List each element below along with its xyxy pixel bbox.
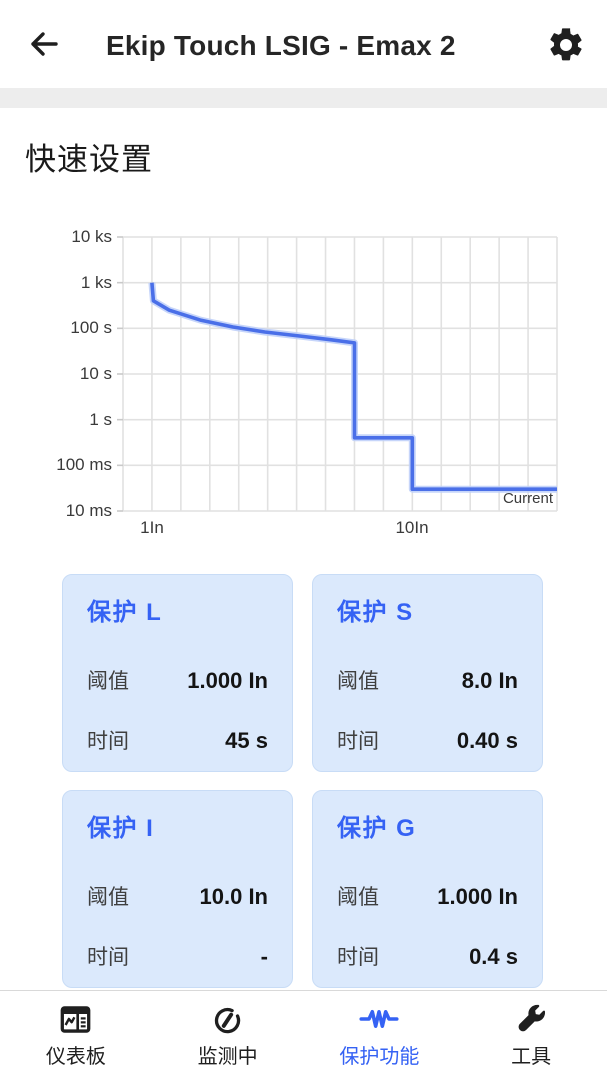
- back-button[interactable]: [24, 26, 64, 66]
- page-title: Ekip Touch LSIG - Emax 2: [106, 30, 456, 61]
- time-value: 45 s: [225, 728, 268, 753]
- x-tick-label: 1In: [140, 518, 164, 537]
- time-value: -: [260, 944, 268, 969]
- card-row: 时间 0.40 s: [337, 725, 518, 755]
- dashboard-icon: [59, 1001, 92, 1037]
- time-label: 时间: [337, 946, 379, 969]
- gauge-icon: [211, 1001, 244, 1037]
- threshold-label: 阈值: [337, 886, 379, 909]
- time-label: 时间: [87, 946, 129, 969]
- nav-label: 监测中: [197, 1046, 258, 1068]
- threshold-value: 1.000 In: [187, 668, 268, 693]
- nav-label: 保护功能: [339, 1046, 420, 1068]
- nav-item-tools[interactable]: 工具: [455, 991, 607, 1080]
- back-arrow-icon: [27, 27, 61, 66]
- y-tick-label: 1 ks: [80, 273, 112, 292]
- card-row: 阈值 1.000 In: [87, 665, 268, 695]
- card-title: 保护 L: [87, 599, 163, 626]
- y-tick-label: 10 s: [79, 364, 112, 383]
- nav-item-protection[interactable]: 保护功能: [304, 991, 456, 1080]
- card-protection-S[interactable]: 保护 S 阈值 8.0 In 时间 0.40 s: [312, 574, 543, 772]
- threshold-value: 10.0 In: [199, 884, 268, 909]
- wrench-icon: [515, 1001, 547, 1037]
- settings-button[interactable]: [545, 26, 587, 68]
- section-title: 快速设置: [25, 142, 153, 177]
- y-tick-label: 10 ms: [65, 501, 112, 520]
- threshold-value: 1.000 In: [437, 884, 518, 909]
- card-title: 保护 I: [87, 815, 155, 842]
- app-header: Ekip Touch LSIG - Emax 2: [0, 0, 607, 88]
- time-label: 时间: [337, 730, 379, 753]
- threshold-label: 阈值: [87, 670, 129, 693]
- nav-label: 仪表板: [45, 1046, 106, 1068]
- threshold-label: 阈值: [87, 886, 129, 909]
- card-title: 保护 S: [337, 599, 414, 626]
- card-protection-I[interactable]: 保护 I 阈值 10.0 In 时间 -: [62, 790, 293, 988]
- trip-curve-plot: [117, 236, 558, 512]
- y-tick-label: 100 s: [70, 318, 112, 337]
- trip-curve-chart: 10 ks 1 ks 100 s 10 s 1 s 100 ms 10 ms 1…: [0, 218, 607, 548]
- nav-item-dashboard[interactable]: 仪表板: [0, 991, 152, 1080]
- card-row: 阈值 10.0 In: [87, 881, 268, 911]
- bottom-nav: 仪表板 监测中 保护功能 工具: [0, 990, 607, 1080]
- card-title: 保护 G: [337, 815, 417, 842]
- card-protection-L[interactable]: 保护 L 阈值 1.000 In 时间 45 s: [62, 574, 293, 772]
- y-tick-label: 10 ks: [71, 227, 112, 246]
- x-tick-label: 10In: [395, 518, 429, 537]
- x-axis-title: Current: [502, 490, 553, 507]
- nav-label: 工具: [511, 1046, 552, 1068]
- time-value: 0.4 s: [469, 944, 518, 969]
- gear-icon: [546, 25, 586, 70]
- waveform-icon: [359, 1001, 399, 1037]
- threshold-value: 8.0 In: [461, 668, 518, 693]
- card-row: 阈值 8.0 In: [337, 665, 518, 695]
- header-divider-strip: [0, 88, 607, 108]
- card-protection-G[interactable]: 保护 G 阈值 1.000 In 时间 0.4 s: [312, 790, 543, 988]
- card-row: 时间 0.4 s: [337, 941, 518, 971]
- time-value: 0.40 s: [456, 728, 518, 753]
- protection-cards-grid: 保护 L 阈值 1.000 In 时间 45 s 保护 S 阈值 8.0 In …: [62, 574, 543, 988]
- y-tick-label: 100 ms: [56, 455, 112, 474]
- card-row: 阈值 1.000 In: [337, 881, 518, 911]
- card-row: 时间 -: [87, 941, 268, 971]
- y-tick-label: 1 s: [89, 410, 112, 429]
- time-label: 时间: [87, 730, 129, 753]
- nav-item-monitoring[interactable]: 监测中: [152, 991, 304, 1080]
- card-row: 时间 45 s: [87, 725, 268, 755]
- threshold-label: 阈值: [337, 670, 379, 693]
